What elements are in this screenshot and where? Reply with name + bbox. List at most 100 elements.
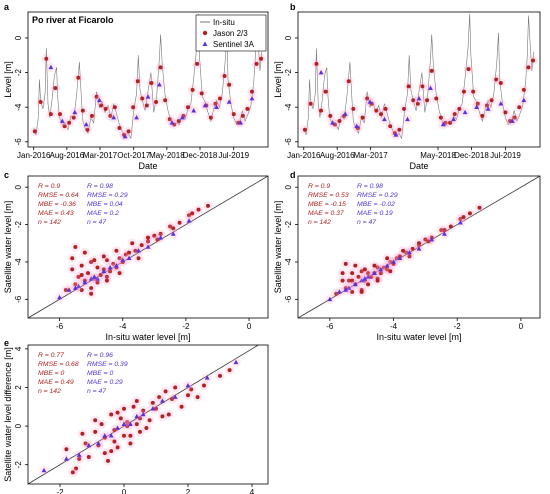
x-tick-label-b: Dec-2018 xyxy=(454,151,489,160)
y-tick-label-c: -6 xyxy=(14,295,23,303)
jason-point-a xyxy=(85,127,90,132)
sentinel-point-a xyxy=(145,94,151,99)
jason-point-e xyxy=(128,433,133,438)
jason-point-a xyxy=(135,79,140,84)
jason-point-b xyxy=(503,110,508,115)
jason-point-a xyxy=(259,56,264,61)
sentinel-point-c xyxy=(107,264,113,270)
jason-point-a xyxy=(140,96,145,101)
jason-point-d xyxy=(477,205,482,210)
jason-point-a xyxy=(154,100,158,104)
jason-point-a xyxy=(158,65,163,70)
jason-point-b xyxy=(452,112,457,117)
jason-point-c xyxy=(146,239,150,244)
sentinel-point-c xyxy=(158,235,164,240)
plot-frame-d xyxy=(297,175,541,319)
sentinel-point-e xyxy=(121,421,127,426)
y-tick-label-d: -4 xyxy=(284,258,293,266)
sentinel-point-e xyxy=(134,413,140,419)
plot-frame-c xyxy=(27,175,269,319)
legend-box xyxy=(195,14,267,52)
jason-point-c xyxy=(79,273,84,278)
stat-sentinel-e: MAE = 0.29 xyxy=(87,379,123,386)
sentinel-point-a xyxy=(134,114,139,120)
jason-point-b xyxy=(521,87,526,92)
x-tick-label-d: 0 xyxy=(519,322,524,331)
jason-point-d xyxy=(356,274,361,279)
jason-point-d xyxy=(394,256,399,261)
sentinel-point-c xyxy=(76,283,81,289)
y-axis-label-a: Level [m] xyxy=(3,61,13,98)
jason-point-e xyxy=(64,447,69,452)
jason-point-b xyxy=(328,113,333,118)
jason-point-c xyxy=(139,243,144,248)
panel-letter-a: a xyxy=(4,2,10,12)
legend-sentinel-swatch xyxy=(202,41,208,46)
jason-point-e xyxy=(93,418,98,423)
sentinel-point-e xyxy=(160,398,165,403)
jason-point-a xyxy=(48,112,53,117)
jason-point-b xyxy=(517,105,522,110)
jason-point-a xyxy=(103,106,108,111)
jason-point-b xyxy=(351,106,356,111)
sentinel-point-a xyxy=(97,97,102,103)
jason-point-a xyxy=(218,96,222,101)
jason-point-c xyxy=(123,252,128,257)
stat-sentinel-e: RMSE = 0.39 xyxy=(87,361,128,368)
jason-point-d xyxy=(467,211,472,216)
plot-frame-e xyxy=(27,344,269,485)
plot-frame-b xyxy=(297,11,541,148)
jason-point-e xyxy=(195,395,200,400)
jason-point-c xyxy=(136,256,141,261)
jason-point-b xyxy=(498,80,503,85)
jason-point-a xyxy=(208,115,213,120)
jason-point-d xyxy=(407,254,412,259)
sentinel-point-b xyxy=(474,104,480,109)
jason-point-b xyxy=(429,68,434,73)
jason-point-e xyxy=(80,431,85,436)
jason-point-e xyxy=(173,385,178,390)
jason-point-c xyxy=(95,265,100,270)
jason-point-b xyxy=(466,67,471,72)
x-tick-label-e: 2 xyxy=(186,488,191,494)
y-axis-label-d: Satellite water level [m] xyxy=(273,201,283,294)
jason-point-d xyxy=(417,241,421,246)
panel-letter-d: d xyxy=(290,170,296,180)
jason-point-b xyxy=(494,77,499,82)
sentinel-point-a xyxy=(214,104,219,109)
sentinel-point-d xyxy=(397,255,403,261)
jason-point-e xyxy=(138,429,142,434)
jason-point-e xyxy=(150,400,155,405)
jason-point-c xyxy=(89,291,94,296)
x-tick-label-d: -6 xyxy=(326,322,334,331)
jason-point-b xyxy=(531,58,536,63)
legend-insitu-label: In-situ xyxy=(213,18,235,27)
jason-point-a xyxy=(99,103,104,108)
sentinel-point-c xyxy=(66,287,72,292)
jason-point-a xyxy=(149,80,154,85)
y-tick-label-d: -6 xyxy=(284,295,293,303)
jason-point-c xyxy=(73,245,78,249)
stat-jason-c: n = 142 xyxy=(38,219,61,226)
x-tick-label-b: Mar-2017 xyxy=(353,151,388,160)
stat-jason-e: MBE = 0 xyxy=(38,370,64,377)
sentinel-point-c xyxy=(126,255,132,261)
sentinel-point-d xyxy=(378,266,384,272)
sentinel-point-d xyxy=(416,246,422,251)
jason-point-a xyxy=(213,101,218,106)
jason-point-a xyxy=(76,75,81,80)
sentinel-point-b xyxy=(382,116,387,122)
jason-point-c xyxy=(92,258,97,263)
y-tick-label-a: -6 xyxy=(14,138,23,146)
jason-point-c xyxy=(104,274,109,279)
panel-title-a: Po river at Ficarolo xyxy=(32,15,114,25)
jason-point-b xyxy=(346,79,351,84)
x-tick-label-b: Jan-2016 xyxy=(287,151,321,160)
y-tick-label-e: -2 xyxy=(14,461,23,469)
jason-point-c xyxy=(187,213,192,218)
jason-point-b xyxy=(319,108,324,113)
y-tick-label-c: 0 xyxy=(14,184,23,189)
sentinel-point-b xyxy=(451,116,456,122)
jason-point-e xyxy=(186,393,190,398)
y-tick-label-d: 0 xyxy=(284,184,293,189)
